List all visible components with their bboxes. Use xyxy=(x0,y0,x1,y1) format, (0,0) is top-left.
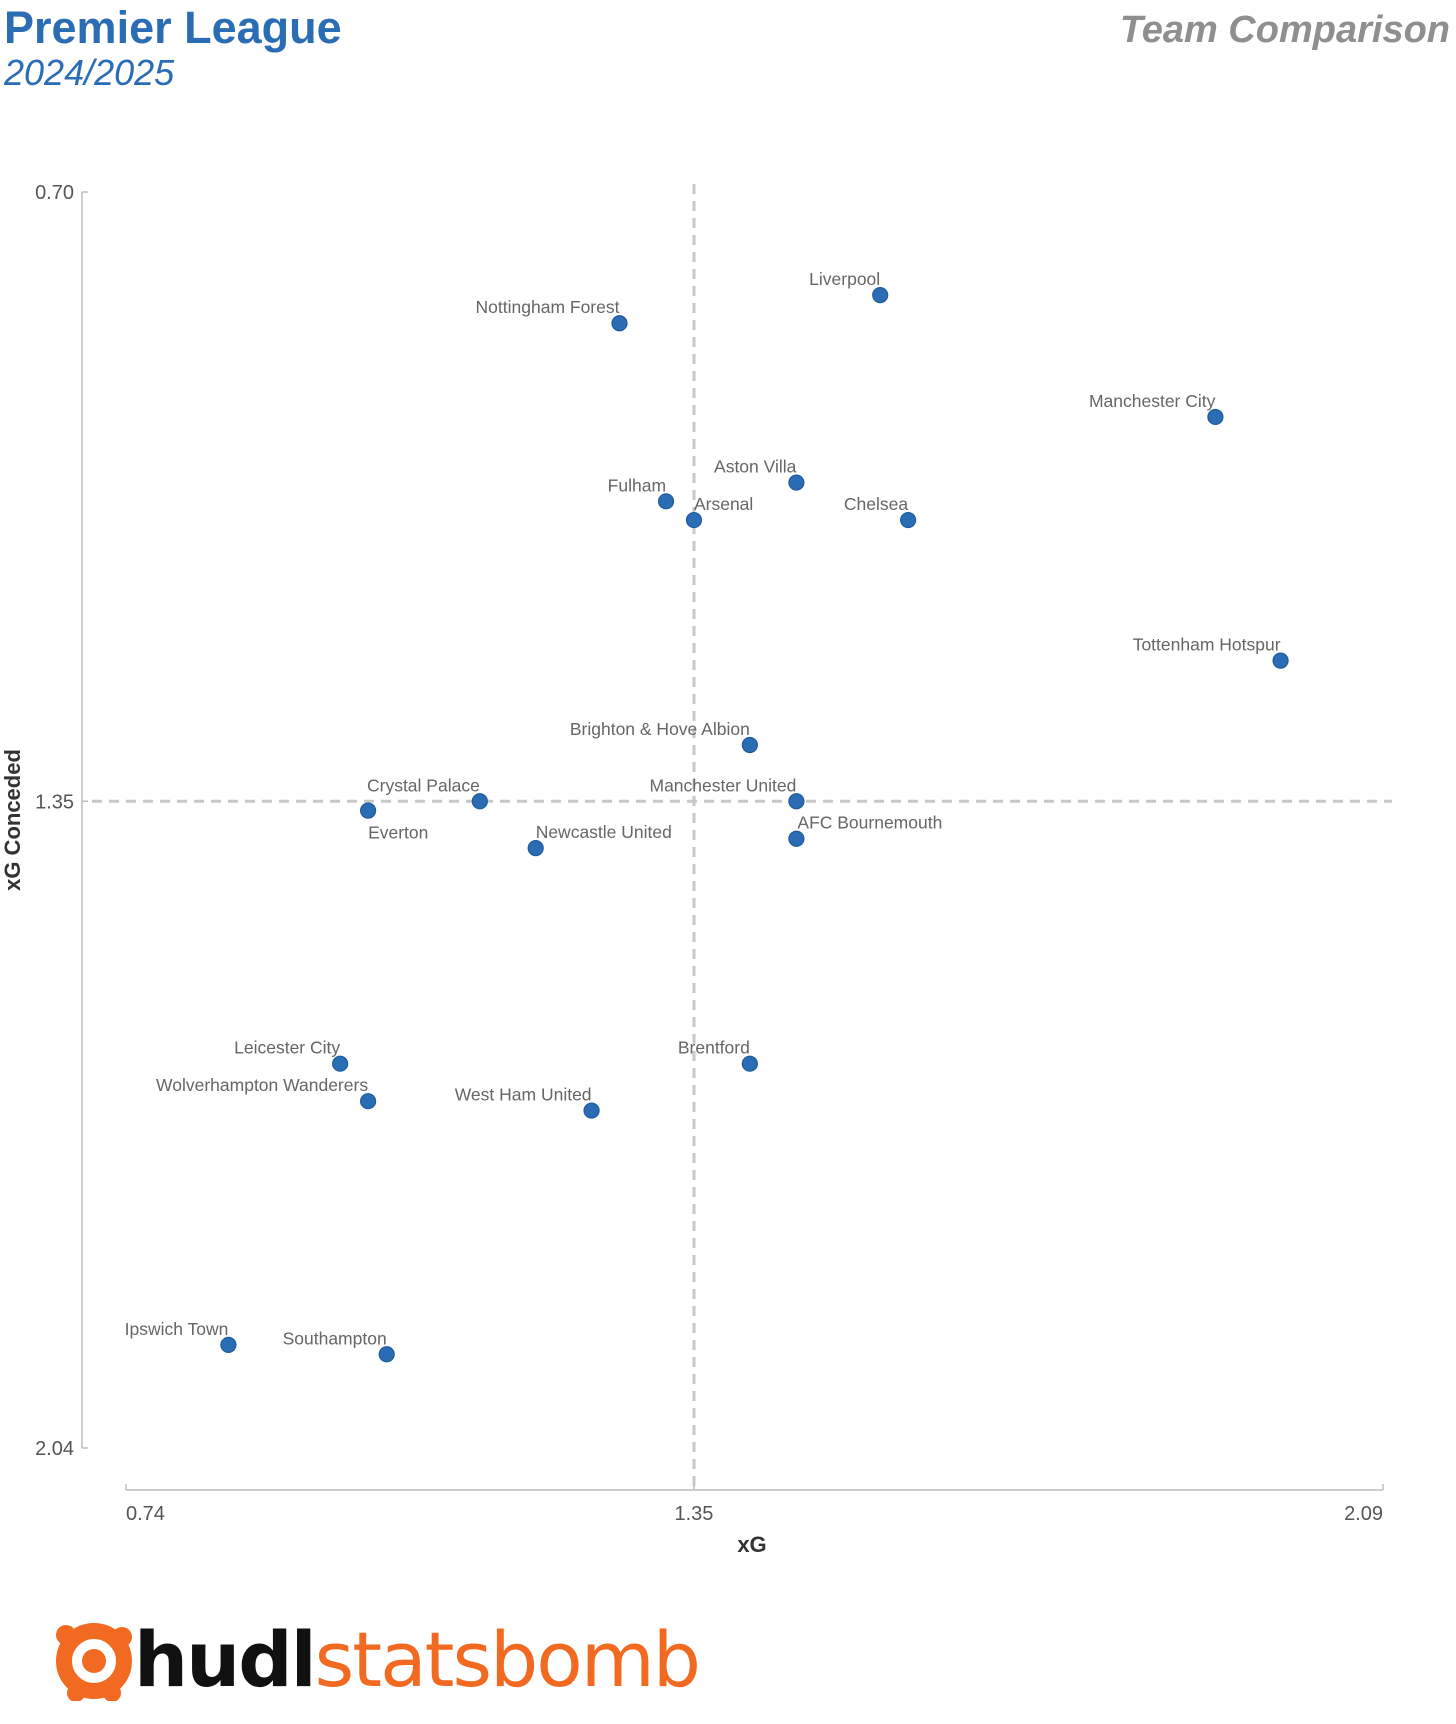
data-points xyxy=(220,287,1289,1363)
point-label: Brighton & Hove Albion xyxy=(570,719,750,739)
point-label: West Ham United xyxy=(455,1085,592,1105)
point-label: Liverpool xyxy=(809,269,880,289)
x-axis-title: xG xyxy=(737,1532,766,1557)
point-label: Manchester United xyxy=(650,775,797,795)
y-tick-label: 1.35 xyxy=(35,791,74,813)
point-label: Chelsea xyxy=(844,494,908,514)
data-point xyxy=(1272,652,1289,669)
data-point xyxy=(1207,408,1224,426)
data-point xyxy=(741,1055,758,1072)
data-point xyxy=(788,474,805,491)
data-point xyxy=(332,1055,349,1072)
data-point xyxy=(872,287,889,304)
data-point xyxy=(359,1093,377,1110)
axes: 0.70 1.35 2.04 0.74 1.35 2.09 xG xG Conceded xyxy=(0,182,1384,1557)
y-tick-label: 2.04 xyxy=(35,1438,74,1460)
data-point xyxy=(378,1346,395,1363)
point-label: Ipswich Town xyxy=(125,1319,229,1339)
data-point xyxy=(741,736,758,754)
hudl-statsbomb-logo-icon xyxy=(56,1623,132,1701)
data-point xyxy=(471,793,488,810)
data-point xyxy=(220,1336,237,1353)
point-label: Crystal Palace xyxy=(367,775,480,795)
point-label: AFC Bournemouth xyxy=(797,813,942,833)
point-label: Manchester City xyxy=(1089,391,1216,411)
data-point xyxy=(788,793,805,810)
y-tick-label: 0.70 xyxy=(35,182,74,204)
chart-kind-title: Team Comparison xyxy=(1119,9,1450,51)
data-point xyxy=(788,830,805,847)
point-label: Fulham xyxy=(608,475,666,495)
point-label: Tottenham Hotspur xyxy=(1133,635,1281,655)
point-label: Everton xyxy=(368,823,428,843)
point-label: Wolverhampton Wanderers xyxy=(156,1075,368,1095)
data-point xyxy=(583,1102,600,1119)
point-label: Southampton xyxy=(283,1328,387,1348)
brand-statsbomb: statsbomb xyxy=(314,1615,701,1704)
league-title: Premier League xyxy=(4,2,342,53)
data-point xyxy=(359,802,377,819)
point-label: Leicester City xyxy=(234,1038,340,1058)
point-label: Aston Villa xyxy=(714,457,797,477)
point-label: Nottingham Forest xyxy=(476,297,620,317)
point-label: Newcastle United xyxy=(536,822,672,842)
point-label: Brentford xyxy=(678,1038,750,1058)
x-tick-label: 0.74 xyxy=(126,1503,165,1525)
reference-lines xyxy=(92,184,1392,1490)
data-point xyxy=(900,511,917,529)
point-label: Arsenal xyxy=(694,494,753,514)
data-point xyxy=(657,493,675,510)
data-point xyxy=(527,840,544,857)
point-labels: Liverpool Nottingham Forest Manchester Cit… xyxy=(125,269,1281,1348)
x-tick-label: 2.09 xyxy=(1344,1503,1383,1525)
season-subtitle: 2024/2025 xyxy=(4,52,175,93)
data-point xyxy=(685,511,703,529)
brand-hudl: hudl xyxy=(134,1615,317,1704)
y-axis-title: xG Conceded xyxy=(0,749,25,891)
x-tick-label: 1.35 xyxy=(675,1503,714,1525)
data-point xyxy=(611,315,628,332)
